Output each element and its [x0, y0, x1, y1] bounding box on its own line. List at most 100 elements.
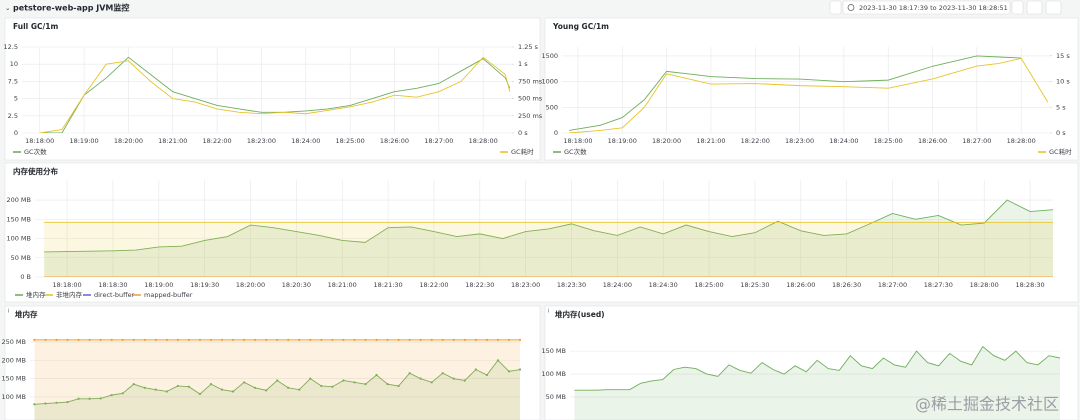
y-tick-label: 50 MB [546, 393, 566, 401]
x-tick-label: 18:19:00 [608, 137, 637, 145]
x-tick-label: 18:18:00 [25, 137, 54, 145]
series-point [474, 338, 477, 341]
series-point [452, 377, 455, 380]
y2-tick-label: 15 s [1056, 52, 1070, 60]
series-point [485, 338, 488, 341]
series-point [386, 383, 389, 386]
x-tick-label: 18:27:00 [962, 137, 991, 145]
series-point [33, 338, 36, 341]
x-tick-label: 18:18:00 [563, 137, 592, 145]
series-point [287, 338, 290, 341]
series-point [507, 370, 511, 373]
panels: Full GC/1m 0 2.5 5 7.5 10 12.5 0 s 250 ms 500 ms 7… [1, 17, 1079, 420]
y-tick-label: 100 MB [1, 393, 26, 401]
clock-icon [847, 4, 855, 11]
x-tick-label: 18:28:30 [1015, 281, 1044, 289]
series-point [452, 338, 455, 341]
series-point [55, 338, 58, 341]
x-tick-label: 18:23:00 [785, 137, 814, 145]
series-point [254, 338, 257, 341]
series-point [209, 383, 213, 386]
y2-tick-label: 250 ms [518, 112, 543, 120]
y-tick-label: 0 B [20, 273, 31, 281]
x-tick-label: 18:18:30 [98, 281, 127, 289]
x-tick-label: 18:20:30 [282, 281, 311, 289]
series-point [154, 338, 157, 341]
series-point [176, 338, 179, 341]
x-tick-label: 18:20:00 [236, 281, 265, 289]
time-picker[interactable] [842, 0, 1011, 15]
y-tick-label: 1000 [541, 78, 558, 86]
x-tick-label: 18:19:00 [144, 281, 173, 289]
series-point [276, 338, 279, 341]
panel-title: 内存使用分布 [13, 166, 58, 176]
series-point [209, 338, 213, 341]
series-point [231, 390, 235, 393]
series-point [441, 338, 444, 341]
series-point [55, 401, 58, 404]
x-tick-label: 18:24:00 [603, 281, 632, 289]
series-point [99, 338, 102, 341]
time-back-button[interactable] [829, 0, 842, 15]
series-point [198, 338, 202, 341]
x-tick-label: 18:20:00 [114, 137, 143, 145]
series-line [39, 56, 511, 133]
series-point [518, 338, 522, 341]
series-point [397, 338, 400, 341]
x-tick-label: 18:22:00 [203, 137, 232, 145]
series-point [265, 338, 268, 341]
series-point [220, 388, 224, 391]
series-area [574, 346, 1060, 420]
x-tick-label: 18:26:00 [380, 137, 409, 145]
x-tick-label: 18:21:00 [158, 137, 187, 145]
legend-label: GC耗时 [511, 147, 534, 156]
legend-label: 堆内存 [26, 290, 46, 299]
refresh-button[interactable] [1045, 0, 1062, 15]
series-point [342, 379, 345, 382]
y-tick-label: 0 [14, 129, 18, 137]
x-tick-label: 18:26:00 [786, 281, 815, 289]
series-point [77, 397, 80, 400]
dashboard-title: petstore-web-app JVM监控 [13, 3, 129, 13]
series-point [463, 338, 466, 341]
series-point [342, 338, 345, 341]
x-tick-label: 18:23:00 [511, 281, 540, 289]
x-tick-label: 18:25:00 [336, 137, 365, 145]
series-point [430, 381, 433, 384]
y-tick-label: 200 MB [1, 356, 26, 364]
time-forward-button[interactable] [1011, 0, 1024, 15]
series-point [331, 338, 334, 341]
legend-label: 非堆内存 [56, 290, 83, 299]
y2-tick-label: 750 ms [518, 77, 543, 85]
series-point [143, 386, 146, 389]
series-point [198, 392, 202, 396]
x-tick-label: 18:21:30 [373, 281, 402, 289]
series-point [265, 389, 268, 392]
series-point [287, 386, 290, 389]
zoom-out-button[interactable] [1026, 0, 1043, 15]
collapse-icon[interactable]: ⌄ [5, 4, 10, 12]
x-tick-label: 18:27:30 [924, 281, 953, 289]
series-point [176, 384, 179, 388]
legend-label: GC次数 [564, 147, 587, 156]
series-point [242, 381, 246, 384]
panel [4, 162, 1079, 303]
series-point [242, 338, 246, 341]
series-point [165, 390, 168, 393]
y2-tick-label: 10 s [1056, 78, 1070, 86]
series-point [397, 384, 400, 388]
series-point [419, 377, 422, 380]
series-point [110, 394, 113, 397]
legend-label: mapped-buffer [144, 291, 193, 299]
legend-label: direct-buffer [94, 291, 135, 299]
x-tick-label: 18:21:00 [328, 281, 357, 289]
series-point [187, 338, 191, 341]
series-point [66, 400, 69, 404]
series-point [298, 388, 301, 391]
series-area [44, 222, 1053, 277]
series-point [496, 359, 500, 362]
y-tick-label: 7.5 [8, 77, 18, 85]
panel-title: Full GC/1m [13, 22, 58, 31]
series-point [364, 338, 367, 341]
x-tick-label: 18:19:00 [69, 137, 98, 145]
